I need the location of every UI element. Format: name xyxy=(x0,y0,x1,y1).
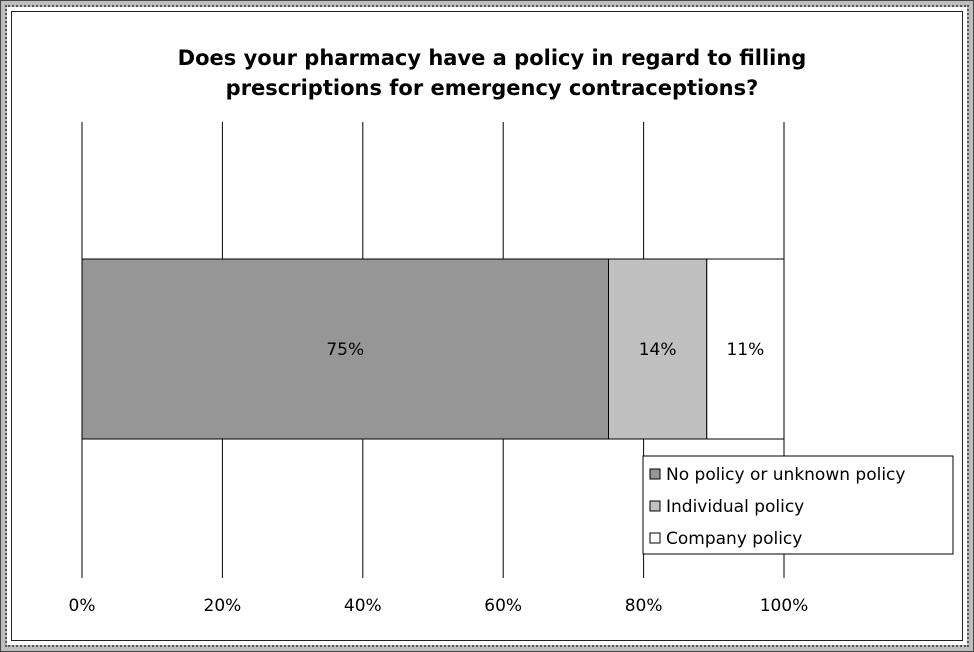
chart-title-line-1: Does your pharmacy have a policy in rega… xyxy=(178,46,807,70)
x-tick-label: 40% xyxy=(344,596,382,616)
legend-box xyxy=(642,455,954,555)
data-label: 75% xyxy=(326,340,364,360)
legend: No policy or unknown policy Individual po… xyxy=(642,455,954,555)
legend-swatch xyxy=(649,500,661,512)
bar-segment-1 xyxy=(81,258,609,440)
chart-area xyxy=(11,11,963,641)
bar-segment-3 xyxy=(706,258,785,440)
x-tick-label: 60% xyxy=(484,596,522,616)
x-tick-label: 0% xyxy=(69,596,96,616)
x-tick-label: 80% xyxy=(625,596,663,616)
legend-label: Individual policy xyxy=(666,497,804,517)
legend-swatch xyxy=(649,532,661,544)
bar-segment-2 xyxy=(608,258,708,440)
x-tick-label: 20% xyxy=(204,596,242,616)
bar-segments xyxy=(81,258,785,440)
x-tick-label: 100% xyxy=(760,596,809,616)
legend-label: Company policy xyxy=(666,529,802,549)
x-axis-ticks: 0% 20% 40% 60% 80% 100% xyxy=(69,596,809,616)
legend-swatch xyxy=(649,468,661,480)
data-label: 14% xyxy=(639,340,677,360)
data-labels: 75% 14% 11% xyxy=(326,340,764,360)
chart-title-line-2: prescriptions for emergency contraceptio… xyxy=(226,76,759,100)
data-label: 11% xyxy=(726,340,764,360)
legend-label: No policy or unknown policy xyxy=(666,465,905,485)
